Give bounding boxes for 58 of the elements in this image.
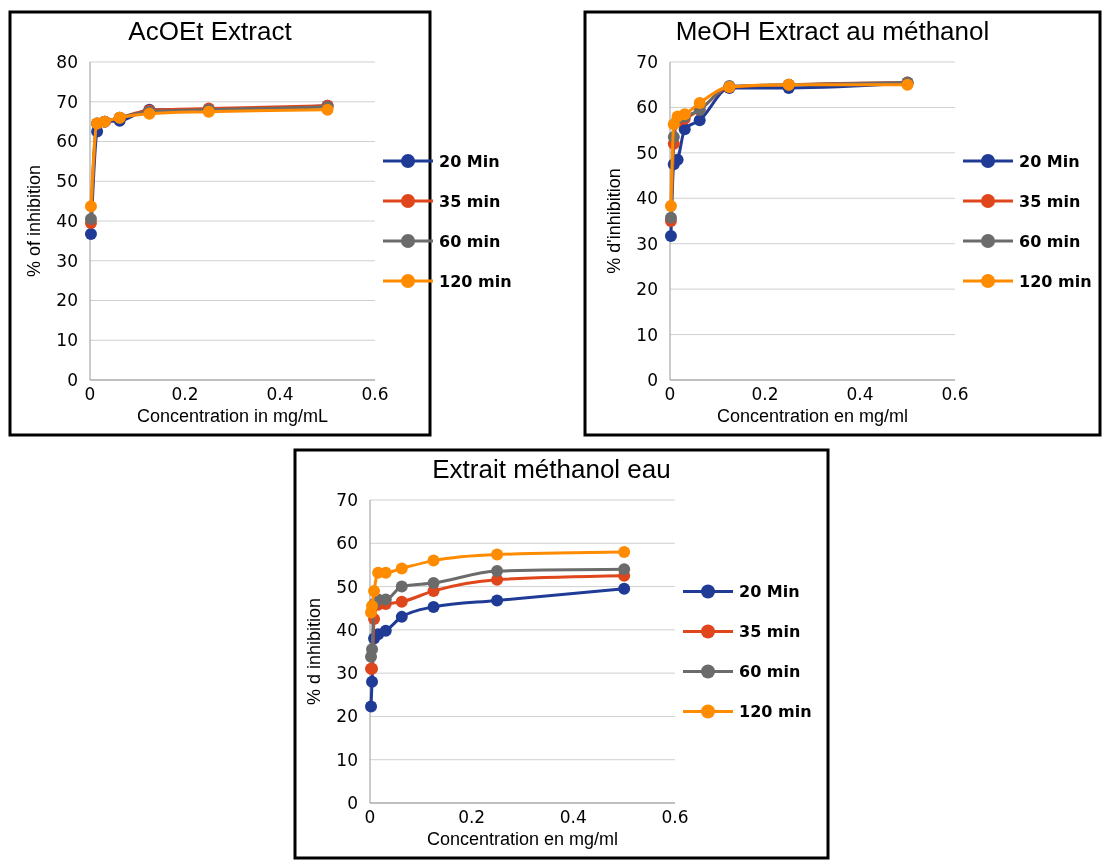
y-tick-label: 50: [336, 576, 358, 597]
legend-label: 120 min: [439, 271, 512, 291]
legend-label: 60 min: [439, 231, 501, 251]
legend-label: 120 min: [739, 702, 812, 722]
y-axis-title: % d inhibition: [304, 597, 324, 706]
legend-label: 20 Min: [1019, 151, 1080, 171]
x-tick-label: 0.2: [171, 384, 199, 404]
y-tick-label: 50: [636, 142, 658, 163]
y-tick-label: 40: [336, 619, 358, 640]
x-tick-label: 0.4: [559, 807, 587, 827]
x-tick-label: 0: [84, 384, 96, 404]
y-tick-label: 10: [336, 749, 358, 770]
y-tick-label: 30: [336, 663, 358, 684]
y-tick-label: 0: [647, 369, 658, 390]
y-tick-label: 30: [636, 233, 658, 254]
y-tick-label: 20: [636, 279, 658, 300]
x-tick-label: 0.6: [941, 384, 969, 404]
x-tick-label: 0.2: [458, 807, 486, 827]
y-tick-label: 0: [67, 369, 78, 390]
y-tick-label: 0: [347, 792, 358, 813]
x-tick-label: 0.6: [361, 384, 389, 404]
x-tick-label: 0: [364, 807, 376, 827]
y-tick-label: 70: [56, 91, 78, 112]
y-tick-label: 80: [56, 51, 78, 72]
y-tick-label: 20: [336, 706, 358, 727]
x-tick-label: 0: [664, 384, 676, 404]
x-axis-title: Concentration en mg/ml: [716, 406, 909, 426]
y-tick-label: 10: [636, 324, 658, 345]
y-tick-label: 20: [56, 290, 78, 311]
y-axis-title: % d'inhibition: [604, 168, 624, 274]
y-tick-label: 60: [56, 131, 78, 152]
y-tick-label: 60: [636, 97, 658, 118]
y-tick-label: 40: [56, 210, 78, 231]
legend-label: 35 min: [739, 622, 801, 642]
legend-label: 35 min: [439, 191, 501, 211]
legend-label: 20 Min: [739, 582, 800, 602]
y-axis-title: % of inhibition: [24, 164, 44, 278]
x-axis-title: Concentration en mg/ml: [426, 829, 619, 849]
y-tick-label: 60: [336, 533, 358, 554]
x-tick-label: 0.4: [846, 384, 874, 404]
x-tick-label: 0.6: [661, 807, 689, 827]
x-tick-label: 0.2: [751, 384, 779, 404]
chart-title: MeOH Extract au méthanol: [675, 16, 990, 46]
legend-label: 35 min: [1019, 191, 1081, 211]
legend-label: 120 min: [1019, 271, 1092, 291]
x-tick-label: 0.4: [266, 384, 294, 404]
legend-label: 20 Min: [439, 151, 500, 171]
chart-title: AcOEt Extract: [128, 16, 293, 46]
chart-title: Extrait méthanol eau: [432, 454, 671, 484]
y-tick-label: 70: [336, 489, 358, 510]
y-tick-label: 10: [56, 330, 78, 351]
x-axis-title: Concentration in mg/mL: [136, 406, 329, 426]
y-tick-label: 40: [636, 188, 658, 209]
y-tick-label: 70: [636, 51, 658, 72]
y-tick-label: 30: [56, 250, 78, 271]
legend-label: 60 min: [1019, 231, 1081, 251]
y-tick-label: 50: [56, 171, 78, 192]
legend-label: 60 min: [739, 662, 801, 682]
